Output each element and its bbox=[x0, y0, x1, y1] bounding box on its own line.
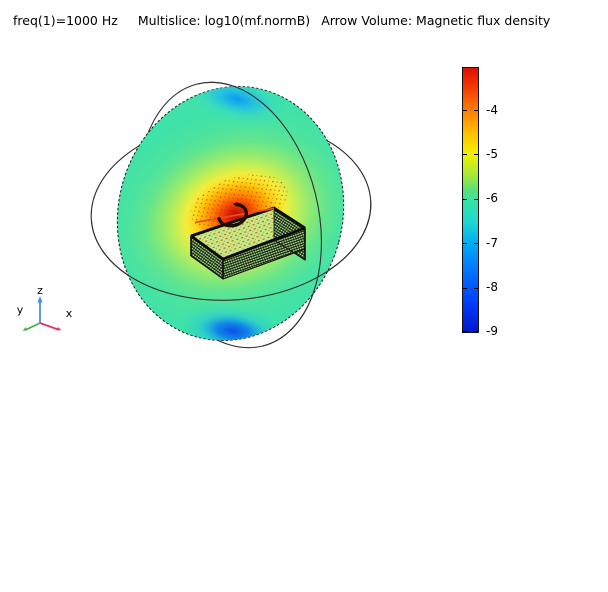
slice-box-intersection-line bbox=[194, 207, 275, 224]
box-corner-posts bbox=[190, 228, 306, 279]
x-axis-arrow bbox=[39, 322, 59, 331]
colorbar-tick-label: -4 bbox=[486, 102, 498, 117]
plot-title-arrow-volume: Arrow Volume: Magnetic flux density bbox=[321, 13, 551, 28]
pcb-box bbox=[190, 206, 306, 280]
colorbar-tick-mark bbox=[474, 154, 478, 156]
colorbar-tick-mark bbox=[474, 287, 478, 289]
plot-title-frequency: freq(1)=1000 Hz bbox=[13, 13, 118, 28]
coil-arrowhead bbox=[233, 202, 238, 207]
colorbar-tick-mark bbox=[463, 287, 467, 289]
low-field-spot-top bbox=[189, 60, 285, 147]
plot-title-multislice: Multislice: log10(mf.normB) bbox=[137, 13, 311, 28]
colorbar-tick-mark bbox=[463, 154, 467, 156]
colorbar-tick-label: -8 bbox=[486, 280, 498, 295]
colorbar-tick-label: -9 bbox=[486, 324, 498, 339]
colorbar-tick-mark bbox=[474, 110, 478, 111]
colorbar-tick-mark bbox=[463, 198, 467, 200]
sphere-wireframe-meridian-front bbox=[197, 81, 322, 347]
colorbar-tick-label: -7 bbox=[486, 235, 498, 250]
colorbar-tick-mark bbox=[474, 331, 478, 332]
coil-arrowhead bbox=[234, 223, 240, 228]
plot-title: freq(1)=1000 Hz Multislice: log10(mf.norm… bbox=[13, 13, 550, 28]
z-axis-label: z bbox=[37, 284, 43, 297]
colorbar-tick-mark bbox=[474, 198, 478, 200]
low-field-spot-bottom bbox=[183, 281, 283, 367]
colorbar-tick-label: -6 bbox=[486, 191, 498, 206]
sphere-wireframe-equator-front bbox=[90, 200, 372, 301]
axis-triad: z y x bbox=[17, 284, 73, 331]
colorbar-tick-mark bbox=[463, 243, 467, 245]
coil-arrowhead bbox=[224, 222, 229, 227]
colorbar-tick-mark bbox=[463, 110, 467, 111]
z-axis-arrowhead bbox=[37, 296, 43, 303]
x-axis-arrowhead bbox=[56, 327, 62, 331]
colorbar-tick-mark bbox=[463, 331, 467, 332]
colorbar-tick-label: -5 bbox=[486, 146, 498, 161]
y-axis-arrow bbox=[26, 322, 41, 331]
colorbar-gradient bbox=[462, 67, 479, 333]
x-axis-label: x bbox=[66, 307, 73, 320]
colorbar-tick-mark bbox=[474, 243, 478, 245]
y-axis-arrowhead bbox=[22, 327, 28, 331]
coil-arrows bbox=[217, 202, 248, 228]
y-axis-label: y bbox=[17, 304, 24, 317]
